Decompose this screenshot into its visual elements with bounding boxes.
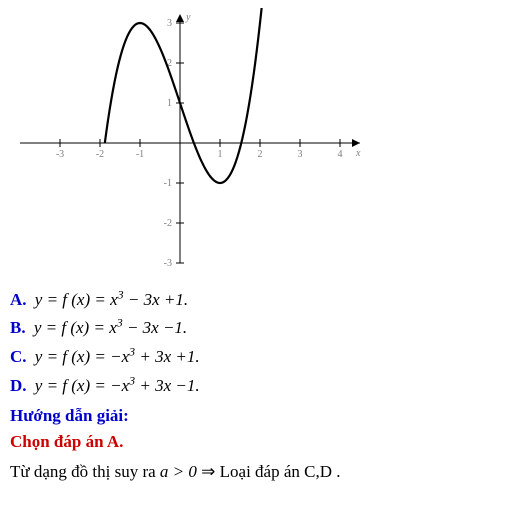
chosen-answer: Chọn đáp án A. <box>10 432 522 452</box>
option-d-equation: y = f (x) = −x3 + 3x −1. <box>35 376 200 395</box>
option-c[interactable]: C. y = f (x) = −x3 + 3x +1. <box>10 344 522 367</box>
option-c-label: C. <box>10 347 27 366</box>
option-b-label: B. <box>10 318 26 337</box>
svg-text:-3: -3 <box>164 258 172 268</box>
svg-text:2: 2 <box>258 149 263 160</box>
svg-text:-2: -2 <box>96 149 104 160</box>
svg-text:1: 1 <box>167 98 172 109</box>
svg-text:-1: -1 <box>164 178 172 189</box>
svg-text:1: 1 <box>218 149 223 160</box>
option-d[interactable]: D. y = f (x) = −x3 + 3x −1. <box>10 373 522 396</box>
option-a-equation: y = f (x) = x3 − 3x +1. <box>35 290 188 309</box>
reason-condition: a > 0 <box>160 462 197 481</box>
hint-heading: Hướng dẫn giải: <box>10 406 522 426</box>
svg-text:-3: -3 <box>56 149 64 160</box>
option-b-equation: y = f (x) = x3 − 3x −1. <box>34 318 187 337</box>
option-d-label: D. <box>10 376 27 395</box>
cubic-function-chart: -3-2-11234-3-2-1123 x y <box>10 8 370 268</box>
svg-text:-1: -1 <box>136 149 144 160</box>
option-a-label: A. <box>10 290 27 309</box>
reason-prefix: Từ dạng đồ thị suy ra <box>10 462 160 481</box>
option-b[interactable]: B. y = f (x) = x3 − 3x −1. <box>10 316 522 339</box>
svg-text:-2: -2 <box>164 218 172 229</box>
option-a[interactable]: A. y = f (x) = x3 − 3x +1. <box>10 287 522 310</box>
reason-conclusion: Loại đáp án C,D . <box>220 462 341 481</box>
svg-text:3: 3 <box>167 18 172 29</box>
reason-arrow: ⇒ <box>197 462 220 481</box>
reasoning-line: Từ dạng đồ thị suy ra a > 0 ⇒ Loại đáp á… <box>10 462 522 482</box>
svg-text:x: x <box>355 148 361 159</box>
svg-text:4: 4 <box>338 149 343 160</box>
svg-text:y: y <box>185 12 191 23</box>
svg-text:3: 3 <box>298 149 303 160</box>
option-c-equation: y = f (x) = −x3 + 3x +1. <box>35 347 200 366</box>
